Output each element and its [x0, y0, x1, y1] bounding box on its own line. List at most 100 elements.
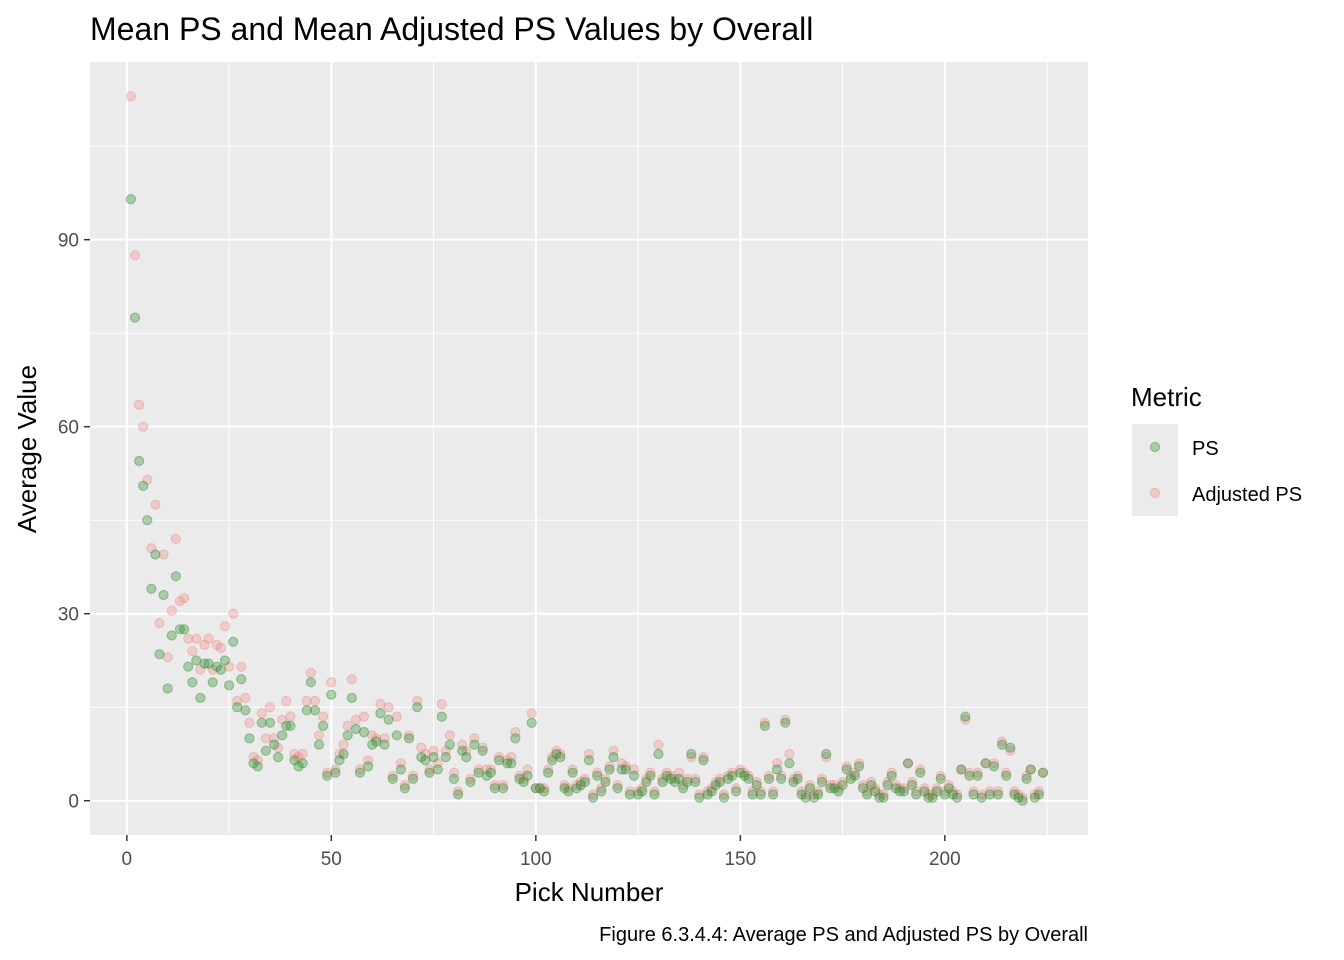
- adjusted-ps-point: [727, 767, 738, 778]
- ps-point: [702, 789, 713, 800]
- ps-point: [326, 689, 337, 700]
- ps-point: [416, 752, 427, 763]
- ps-point: [1017, 795, 1028, 806]
- ps-point: [857, 783, 869, 794]
- adjusted-ps-point: [309, 695, 321, 707]
- ps-point: [334, 755, 345, 766]
- ps-point: [751, 780, 762, 791]
- adjusted-ps-point: [857, 780, 869, 791]
- adjusted-ps-point: [134, 399, 145, 410]
- ps-point: [150, 549, 161, 560]
- adjusted-ps-point: [485, 764, 496, 775]
- ps-point: [735, 767, 746, 778]
- ps-point: [289, 755, 300, 766]
- ps-point: [935, 773, 946, 785]
- adjusted-ps-point: [510, 727, 521, 738]
- ps-point: [923, 792, 934, 803]
- adjusted-ps-point: [297, 748, 308, 760]
- ps-point: [874, 792, 885, 803]
- ps-point: [375, 708, 386, 719]
- adjusted-ps-point: [269, 733, 280, 744]
- ps-point: [219, 655, 231, 666]
- adjusted-ps-point: [960, 714, 971, 725]
- adjusted-ps-point: [285, 711, 296, 722]
- ps-point: [232, 702, 243, 713]
- adjusted-ps-point: [518, 773, 529, 785]
- adjusted-ps-point: [972, 767, 983, 778]
- adjusted-ps-point: [469, 733, 480, 744]
- adjusted-ps-point: [718, 789, 730, 800]
- adjusted-ps-point: [935, 770, 946, 781]
- ps-point: [293, 761, 304, 772]
- ps-point: [485, 767, 496, 778]
- ps-point: [538, 786, 550, 797]
- adjusted-ps-point: [604, 761, 615, 772]
- adjusted-ps-point: [964, 767, 975, 778]
- ps-point: [129, 312, 141, 323]
- ps-point: [412, 702, 423, 713]
- adjusted-ps-point: [498, 780, 509, 791]
- ps-point: [318, 720, 329, 732]
- adjusted-ps-point: [408, 770, 419, 781]
- adjusted-ps-point: [412, 695, 423, 707]
- ps-point: [530, 783, 541, 794]
- adjusted-ps-point: [187, 646, 198, 657]
- adjusted-ps-point: [992, 786, 1004, 797]
- ps-point: [563, 786, 574, 797]
- ps-point: [596, 786, 607, 797]
- ps-point: [244, 733, 255, 744]
- adjusted-ps-point: [706, 783, 717, 794]
- ps-point: [682, 776, 693, 788]
- ps-point: [448, 773, 460, 785]
- ps-point: [195, 692, 206, 704]
- adjusted-ps-point: [224, 661, 235, 672]
- ps-point: [710, 780, 721, 791]
- adjusted-ps-point: [612, 780, 623, 791]
- adjusted-ps-point: [698, 752, 709, 763]
- adjusted-ps-point: [849, 767, 861, 778]
- ps-point: [866, 780, 877, 791]
- ps-point: [588, 792, 599, 803]
- ps-point: [649, 789, 660, 800]
- adjusted-ps-point: [252, 755, 263, 766]
- adjusted-ps-point: [1021, 770, 1032, 781]
- ps-point: [469, 739, 480, 750]
- adjusted-ps-point: [641, 773, 652, 785]
- adjusted-ps-point: [166, 605, 177, 616]
- ps-point: [657, 776, 668, 788]
- adjusted-ps-point: [947, 786, 959, 797]
- adjusted-ps-point: [551, 745, 562, 756]
- ps-point: [281, 720, 292, 732]
- ps-point: [154, 649, 165, 660]
- ps-point: [1021, 773, 1032, 785]
- ps-point: [1025, 764, 1036, 775]
- ps-point: [277, 730, 288, 741]
- adjusted-ps-point: [1025, 764, 1036, 775]
- ps-point: [346, 692, 357, 704]
- adjusted-ps-point: [219, 621, 231, 632]
- ps-point: [620, 764, 631, 775]
- adjusted-ps-point: [579, 773, 591, 785]
- ps-point: [1009, 789, 1020, 800]
- ps-point: [862, 789, 873, 800]
- ps-point: [203, 658, 214, 669]
- ps-point: [661, 770, 672, 781]
- ps-point: [1037, 767, 1049, 778]
- ps-point: [878, 792, 889, 803]
- adjusted-ps-point: [984, 786, 995, 797]
- chart-title: Mean PS and Mean Adjusted PS Values by O…: [90, 11, 813, 47]
- adjusted-ps-point: [833, 783, 844, 794]
- ps-point: [763, 773, 775, 785]
- adjusted-ps-point: [457, 739, 468, 750]
- ps-point: [166, 630, 177, 641]
- adjusted-ps-point: [1017, 792, 1028, 803]
- ps-point: [1033, 789, 1045, 800]
- ps-point: [600, 776, 611, 788]
- adjusted-ps-point: [477, 742, 488, 753]
- ps-point: [964, 770, 975, 781]
- ps-point: [408, 773, 419, 785]
- adjusted-ps-point: [489, 780, 500, 791]
- ps-point: [947, 789, 959, 800]
- adjusted-ps-point: [211, 639, 222, 651]
- ps-point: [571, 783, 582, 794]
